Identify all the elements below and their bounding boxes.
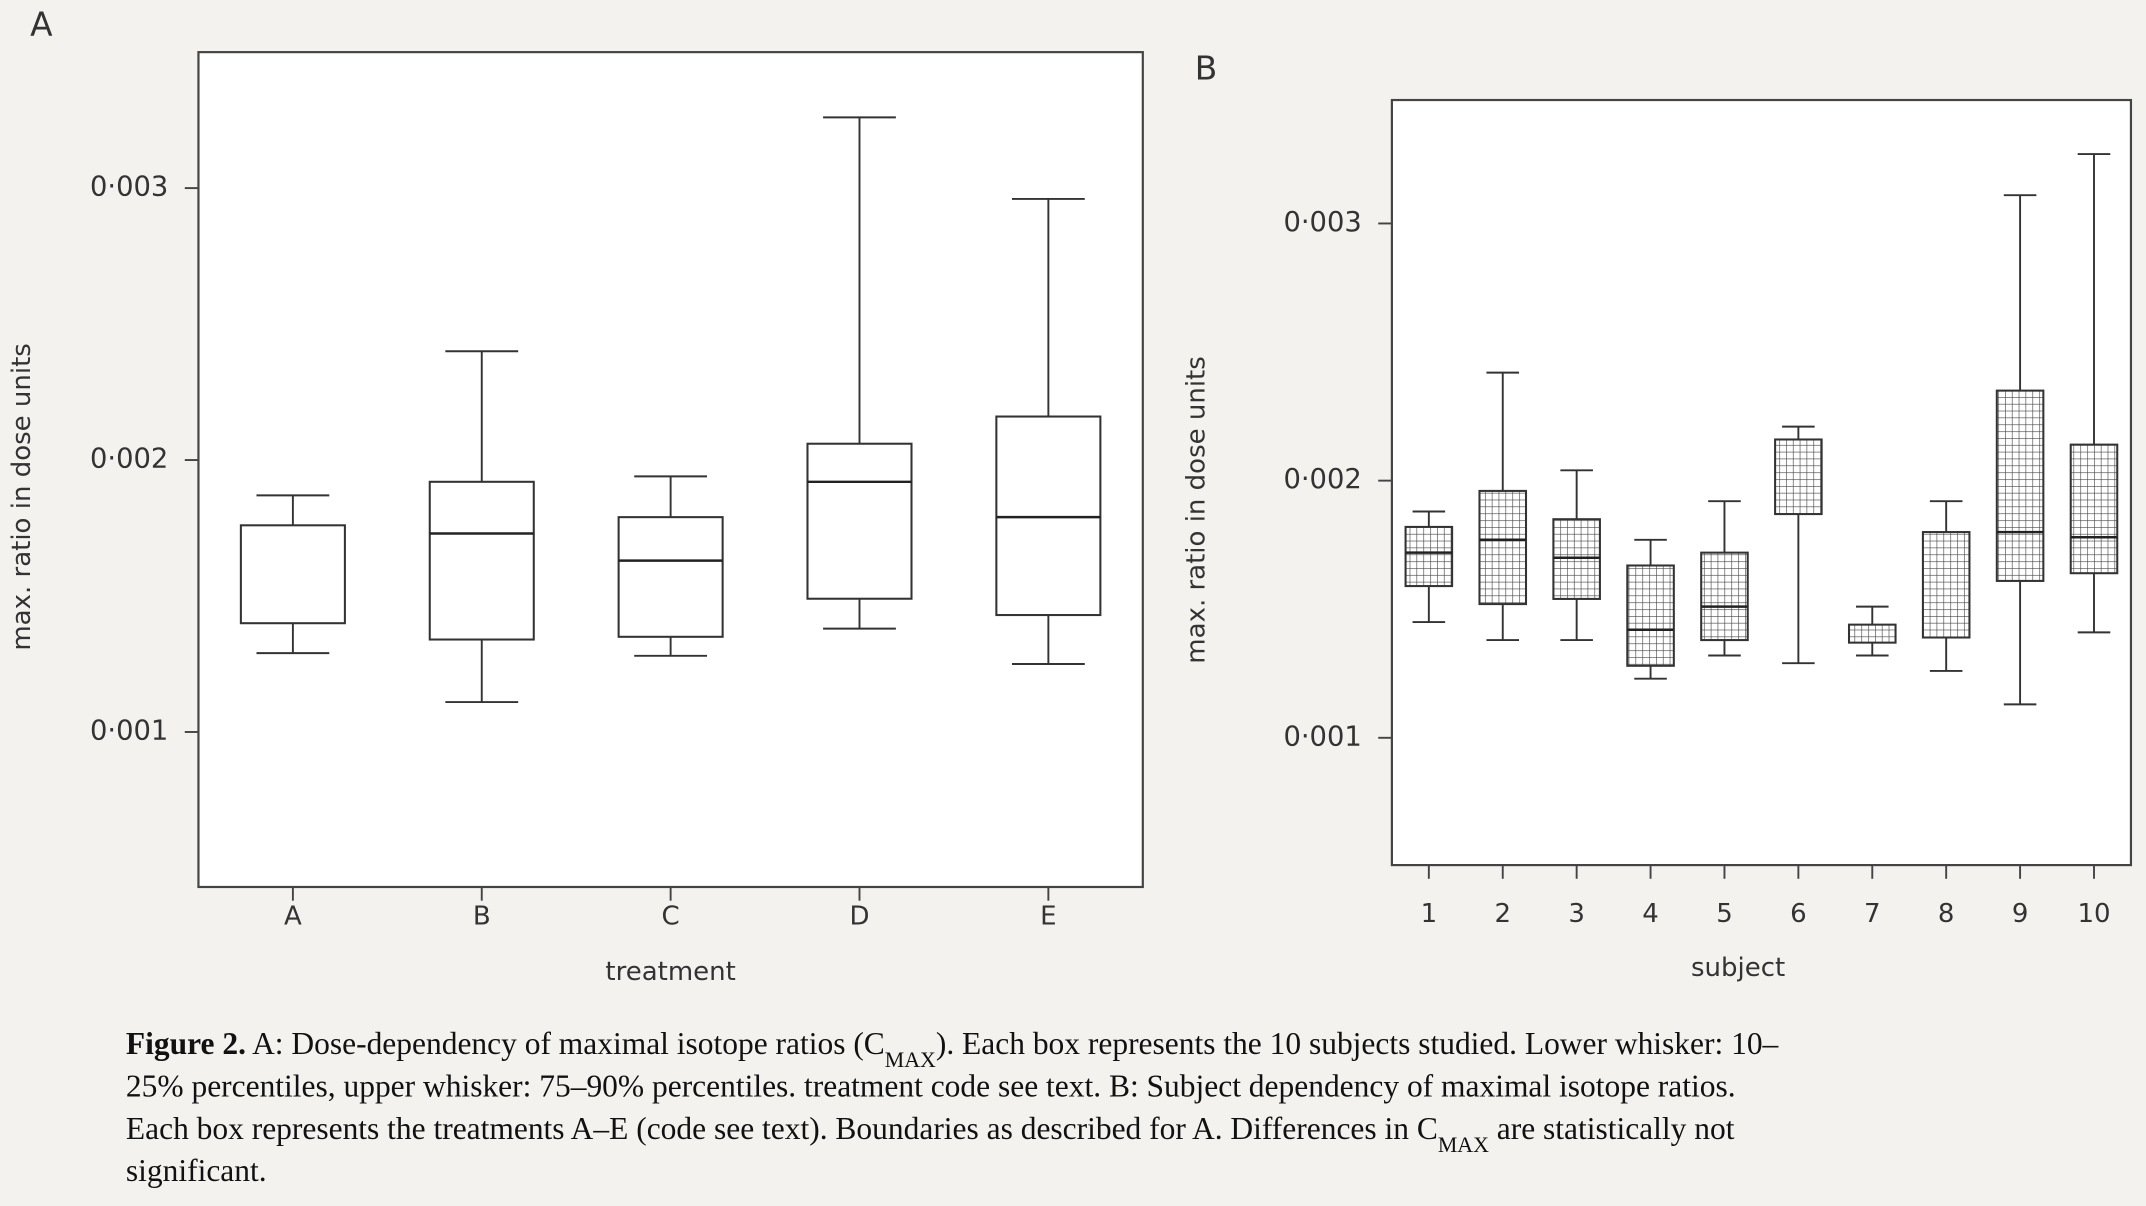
- caption-text: are statistically not: [1489, 1111, 1735, 1146]
- y-tick-label: 0·003: [1283, 207, 1361, 238]
- x-tick-label: 7: [1864, 899, 1881, 929]
- x-tick-label: E: [1040, 902, 1056, 932]
- box: [428, 480, 535, 641]
- caption-text: Figure 2.: [126, 1026, 246, 1061]
- y-tick-label: 0·001: [1283, 721, 1361, 752]
- box: [995, 415, 1102, 617]
- caption-text: ). Each box represents the 10 subjects s…: [936, 1026, 1779, 1061]
- x-tick-label: A: [284, 902, 302, 932]
- caption-line: Each box represents the treatments A–E (…: [126, 1111, 1735, 1157]
- box: [806, 442, 913, 600]
- y-axis-label: max. ratio in dose units: [1181, 356, 1211, 664]
- x-axis-label: treatment: [605, 957, 735, 987]
- x-tick-label: D: [849, 902, 869, 932]
- caption-text: MAX: [1438, 1131, 1489, 1156]
- y-axis-label: max. ratio in dose units: [7, 343, 37, 651]
- x-tick-label: C: [662, 902, 680, 932]
- box: [1774, 438, 1823, 516]
- box: [1921, 531, 1971, 639]
- box: [1700, 551, 1749, 642]
- x-tick-label: 6: [1790, 899, 1807, 929]
- panel-label: A: [30, 6, 53, 44]
- box: [1995, 389, 2045, 582]
- x-tick-label: 4: [1642, 899, 1659, 929]
- caption-line: significant.: [126, 1153, 267, 1188]
- box: [1478, 489, 1528, 606]
- box: [1847, 623, 1897, 644]
- x-tick-label: 2: [1494, 899, 1511, 929]
- x-axis-label: subject: [1691, 953, 1785, 983]
- box: [1552, 518, 1601, 600]
- caption-text: significant.: [126, 1153, 267, 1188]
- y-tick-label: 0·001: [90, 715, 168, 746]
- panel-label: B: [1195, 50, 1218, 88]
- caption-text: A: Dose-dependency of maximal isotope ra…: [246, 1026, 885, 1061]
- box: [617, 516, 724, 638]
- x-tick-label: 10: [2077, 899, 2110, 929]
- box: [1626, 564, 1675, 667]
- y-tick-label: 0·003: [90, 172, 168, 203]
- box: [1404, 525, 1454, 588]
- y-tick-label: 0·002: [1283, 464, 1361, 495]
- x-tick-label: 8: [1938, 899, 1955, 929]
- caption-text: MAX: [885, 1046, 936, 1071]
- x-tick-label: 3: [1568, 899, 1585, 929]
- caption-text: 25% percentiles, upper whisker: 75–90% p…: [126, 1068, 1736, 1103]
- y-tick-label: 0·002: [90, 444, 168, 475]
- x-tick-label: 5: [1716, 899, 1733, 929]
- caption-text: Each box represents the treatments A–E (…: [126, 1111, 1438, 1146]
- box: [239, 524, 346, 625]
- caption-line: 25% percentiles, upper whisker: 75–90% p…: [126, 1068, 1736, 1103]
- x-tick-label: B: [473, 902, 491, 932]
- x-tick-label: 9: [2012, 899, 2029, 929]
- plot-frame: [197, 51, 1144, 889]
- x-tick-label: 1: [1421, 899, 1438, 929]
- box: [2069, 443, 2119, 575]
- caption-line: Figure 2. A: Dose-dependency of maximal …: [126, 1026, 1779, 1072]
